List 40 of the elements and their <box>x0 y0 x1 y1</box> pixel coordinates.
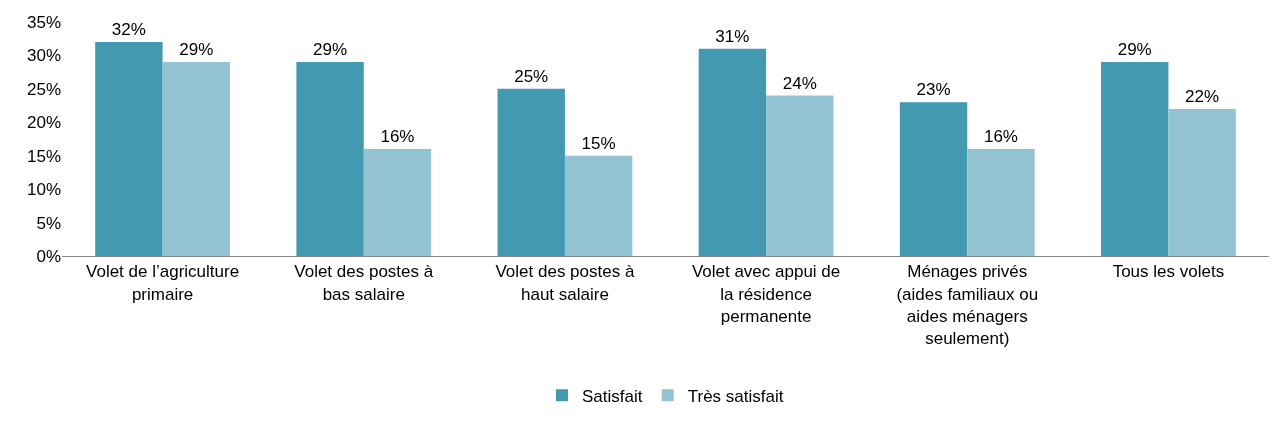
bar <box>967 149 1035 256</box>
bar <box>1101 62 1169 256</box>
bar <box>1168 108 1236 256</box>
data-label: 22% <box>1185 86 1220 106</box>
data-label: 32% <box>111 20 146 40</box>
bar <box>564 155 633 256</box>
data-label: 29% <box>179 40 214 60</box>
data-label: 29% <box>1117 40 1152 60</box>
bar <box>698 48 767 256</box>
y-tick-label: 30% <box>26 46 61 66</box>
data-label: 15% <box>581 133 616 153</box>
bar <box>766 95 834 256</box>
y-tick-label: 5% <box>36 213 61 233</box>
legend-label: Satisfait <box>582 386 643 406</box>
x-tick-label: Volet de l’agriculture primaire <box>86 262 240 304</box>
y-tick-label: 0% <box>36 246 61 266</box>
y-tick-label: 20% <box>26 113 61 133</box>
x-tick-label: Volet des postes à haut salaire <box>495 262 635 304</box>
bar <box>296 62 364 256</box>
bar <box>95 42 163 256</box>
data-label: 31% <box>715 26 750 46</box>
data-label: 16% <box>983 127 1018 147</box>
bar <box>162 62 230 256</box>
data-label: 24% <box>782 73 817 93</box>
x-tick-label: Volet des postes à bas salaire <box>294 262 434 304</box>
data-label: 23% <box>916 80 951 100</box>
bar <box>497 88 565 256</box>
y-tick-label: 10% <box>26 180 61 200</box>
data-label: 25% <box>514 66 549 86</box>
data-label: 16% <box>380 127 415 147</box>
x-tick-label: Ménages privés (aides familiaux ou aides ménagers seulement) <box>896 262 1039 348</box>
bar <box>899 102 968 256</box>
y-tick-label: 35% <box>26 12 61 32</box>
legend-label: Très satisfait <box>687 386 784 406</box>
x-tick-label: Volet avec appui de la résidence permanente <box>691 262 841 326</box>
data-label: 29% <box>313 40 348 60</box>
bar <box>363 149 432 256</box>
x-tick-label: Tous les volets <box>1112 262 1225 282</box>
y-tick-label: 15% <box>26 146 61 166</box>
y-tick-label: 25% <box>26 79 61 99</box>
